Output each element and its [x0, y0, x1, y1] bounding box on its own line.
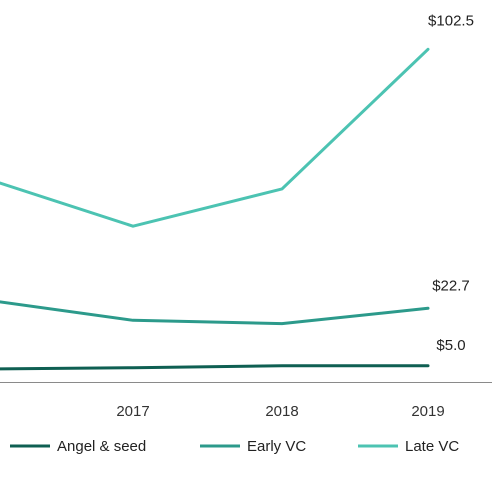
legend-item-late-vc: Late VC [358, 438, 459, 455]
x-tick-label: 2017 [116, 403, 149, 420]
legend-item-angel-seed: Angel & seed [10, 438, 146, 455]
series-line-early-vc [0, 300, 430, 326]
series-line-angel-seed [0, 364, 430, 371]
data-label-angel-seed: $5.0 [436, 337, 465, 354]
series-line-late-vc [0, 47, 430, 228]
legend-label: Angel & seed [57, 438, 146, 455]
x-tick-label: 2018 [265, 403, 298, 420]
data-labels: $5.0 $22.7 $102.5 [428, 12, 474, 353]
x-tick-label: 2019 [411, 403, 444, 420]
series-layer [0, 47, 430, 371]
legend-label: Late VC [405, 438, 459, 455]
legend-label: Early VC [247, 438, 306, 455]
data-label-early-vc: $22.7 [432, 277, 470, 294]
x-tick-labels: 2017 2018 2019 [116, 403, 444, 420]
data-label-late-vc: $102.5 [428, 12, 474, 29]
legend: Angel & seed Early VC Late VC [10, 438, 459, 455]
legend-item-early-vc: Early VC [200, 438, 306, 455]
